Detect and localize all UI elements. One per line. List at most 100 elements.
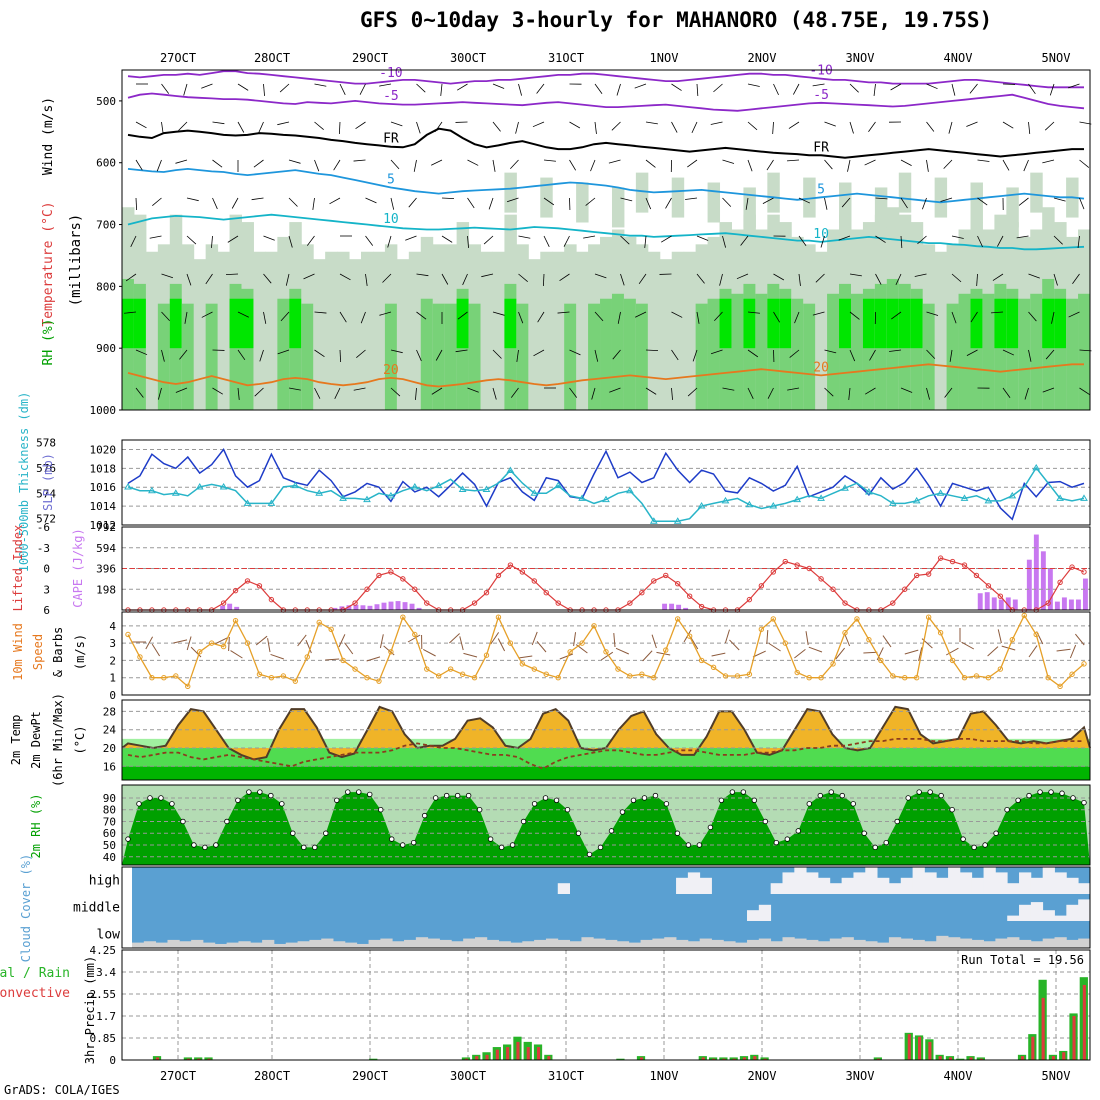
cloud-cell	[1042, 910, 1055, 921]
wind-barb	[904, 649, 919, 655]
slp-thickness-panel: 1012 1014 1016 1018 1020 572 574 576 578 1000-500…	[17, 392, 1091, 572]
wind-barb	[1028, 121, 1031, 134]
wind-barb	[824, 159, 833, 170]
wind-barb	[1036, 631, 1044, 645]
wind-barb	[671, 83, 682, 91]
wind-barb	[338, 121, 341, 135]
precip-total-bar	[956, 1058, 965, 1060]
rh-shade-light	[815, 251, 828, 410]
li-marker	[961, 562, 968, 568]
cloud-cell	[1007, 937, 1020, 948]
li-tick-label: 0	[43, 563, 50, 576]
wind-barb	[254, 387, 264, 397]
wind-barb	[696, 311, 700, 324]
rh-marker	[1026, 792, 1032, 799]
wind-marker	[232, 617, 239, 624]
precip-frame	[121, 949, 1091, 1061]
precip-rain-bar	[495, 1049, 499, 1060]
cloud-cell	[202, 942, 216, 948]
precip-tick-label: 0	[109, 1054, 116, 1067]
li-marker	[507, 562, 514, 568]
rh-shade-mid	[564, 303, 577, 410]
rh-marker	[520, 818, 527, 825]
cloud-cell	[841, 937, 854, 948]
temperature-panel: 16 20 24 28 2m Temp 2m DewPt (6hr Min/Max) (°C)	[9, 693, 1091, 787]
wind-barb	[820, 235, 825, 248]
wind-barb	[253, 159, 264, 168]
wind-barb	[976, 273, 978, 286]
wind-barb	[1075, 633, 1085, 646]
wind-barb	[212, 197, 218, 210]
rh-marker	[432, 795, 439, 801]
precip-rain-bar	[547, 1056, 551, 1060]
li-marker	[985, 583, 992, 589]
top-date-label: 29OCT	[352, 51, 388, 65]
wind-barb	[608, 159, 621, 164]
li-marker	[1045, 600, 1051, 606]
wind-barb	[824, 387, 834, 397]
wind-barb	[440, 83, 443, 96]
cloud-cell	[569, 941, 582, 948]
wind-barb	[288, 197, 298, 207]
wind-marker	[388, 649, 394, 655]
wind-tick-label: 0	[109, 689, 116, 702]
rh-marker	[586, 851, 593, 858]
wind-barb	[645, 349, 659, 352]
wind-barb	[186, 636, 192, 651]
li-marker	[758, 583, 765, 589]
li-marker	[388, 569, 394, 575]
temp-axis-label: (°C)	[73, 726, 87, 755]
cape-bar	[977, 593, 983, 610]
wind-barb	[467, 387, 479, 393]
temp-tick-label: 28	[103, 705, 116, 718]
wind-barb	[230, 650, 243, 659]
li-tick-label: 6	[43, 604, 50, 617]
li-marker	[663, 572, 669, 579]
wind-barb	[594, 121, 597, 134]
rh-marker	[1037, 789, 1043, 795]
wind-barb	[124, 311, 137, 314]
wind-barb	[869, 349, 876, 361]
cloud-cell	[971, 877, 984, 894]
wind-barb	[263, 311, 267, 324]
wind-barb	[889, 349, 902, 352]
wind-barb	[740, 235, 749, 246]
rh-shade-light	[492, 251, 505, 410]
li-marker	[675, 581, 681, 587]
wind-barb	[314, 83, 327, 87]
li-marker	[639, 590, 645, 596]
rh-marker	[619, 809, 626, 815]
precip-total-bar	[729, 1057, 738, 1060]
wind-marker	[185, 683, 191, 690]
wind-barb	[490, 632, 500, 645]
rh-marker	[883, 839, 889, 846]
wind-barb	[515, 121, 519, 134]
top-date-label: 30OCT	[450, 51, 486, 65]
cloud-cell	[262, 939, 275, 948]
wind-barb	[951, 273, 962, 283]
rh-shade-mid	[958, 293, 971, 410]
wind-barb	[1018, 197, 1029, 206]
rh-shade-upper	[611, 187, 625, 228]
wind-barb	[387, 235, 392, 248]
temp-axis-label: 2m Temp	[9, 715, 23, 766]
upper-axis-label: RH (%)	[41, 319, 56, 366]
cloud-cell	[297, 941, 310, 948]
precip-rain-bar	[485, 1054, 489, 1060]
rh-shade-mid	[623, 298, 637, 410]
rh-shade-mid	[588, 303, 601, 410]
li-marker	[400, 576, 406, 582]
li-tick-label: -6	[37, 521, 50, 534]
isotherm-line	[127, 70, 1084, 89]
wind-marker	[770, 616, 776, 622]
wind-barb	[808, 646, 823, 653]
rh-marker	[400, 842, 406, 848]
wind-barb	[848, 387, 851, 400]
rh-shade-light	[193, 259, 207, 410]
wind-marker	[412, 631, 418, 638]
wind-barb	[794, 648, 806, 659]
cape-bar	[1026, 559, 1032, 610]
precip-rain-bar	[1082, 984, 1086, 1060]
